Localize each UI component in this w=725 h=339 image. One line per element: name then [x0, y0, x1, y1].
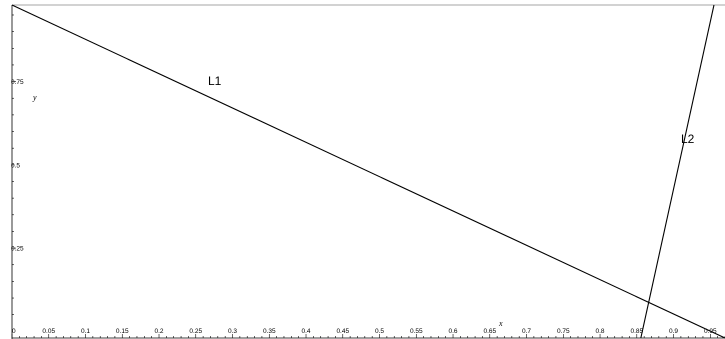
x-tick-label: 0.75: [557, 328, 570, 335]
x-tick-label: 0.65: [483, 328, 496, 335]
y-tick-label: 0.25: [11, 246, 24, 253]
x-tick-label: 0.05: [42, 328, 55, 335]
x-axis-title: x: [498, 319, 503, 328]
y-tick-group: 0.25 0.5 0.75: [11, 14, 24, 315]
x-tick-label: 0.2: [154, 328, 163, 335]
series-group: L1 L2: [11, 4, 725, 339]
x-tick-label: 0.15: [116, 328, 129, 335]
x-tick-label: 0: [12, 328, 16, 335]
x-tick-label: 0.45: [336, 328, 349, 335]
y-tick-label: 0.75: [11, 79, 24, 86]
x-tick-label: 0.8: [596, 328, 605, 335]
x-tick-group: 0 0.05 0.1 0.15 0.2 0.25 0.3 0.35 0.4 0.45 0.5 0.55…: [11, 328, 725, 338]
series-label-l2: L2: [681, 132, 695, 146]
x-tick-label: 0.6: [449, 328, 458, 335]
x-tick-label: 0.4: [301, 328, 310, 335]
x-tick-label: 0.85: [630, 328, 643, 335]
series-line-l1: [11, 4, 725, 339]
y-tick-label: 0.5: [11, 162, 20, 169]
x-tick-label: 0.25: [189, 328, 202, 335]
x-tick-label: 0.55: [410, 328, 423, 335]
x-tick-label: 0.35: [263, 328, 276, 335]
y-axis-title: y: [32, 93, 37, 102]
series-label-l1: L1: [208, 74, 222, 88]
x-tick-label: 0.1: [81, 328, 90, 335]
series-line-l2: [640, 4, 715, 339]
x-tick-label: 0.3: [228, 328, 237, 335]
x-tick-label: 0.5: [375, 328, 384, 335]
x-tick-label: 0.9: [669, 328, 678, 335]
x-tick-label: 0.7: [522, 328, 531, 335]
